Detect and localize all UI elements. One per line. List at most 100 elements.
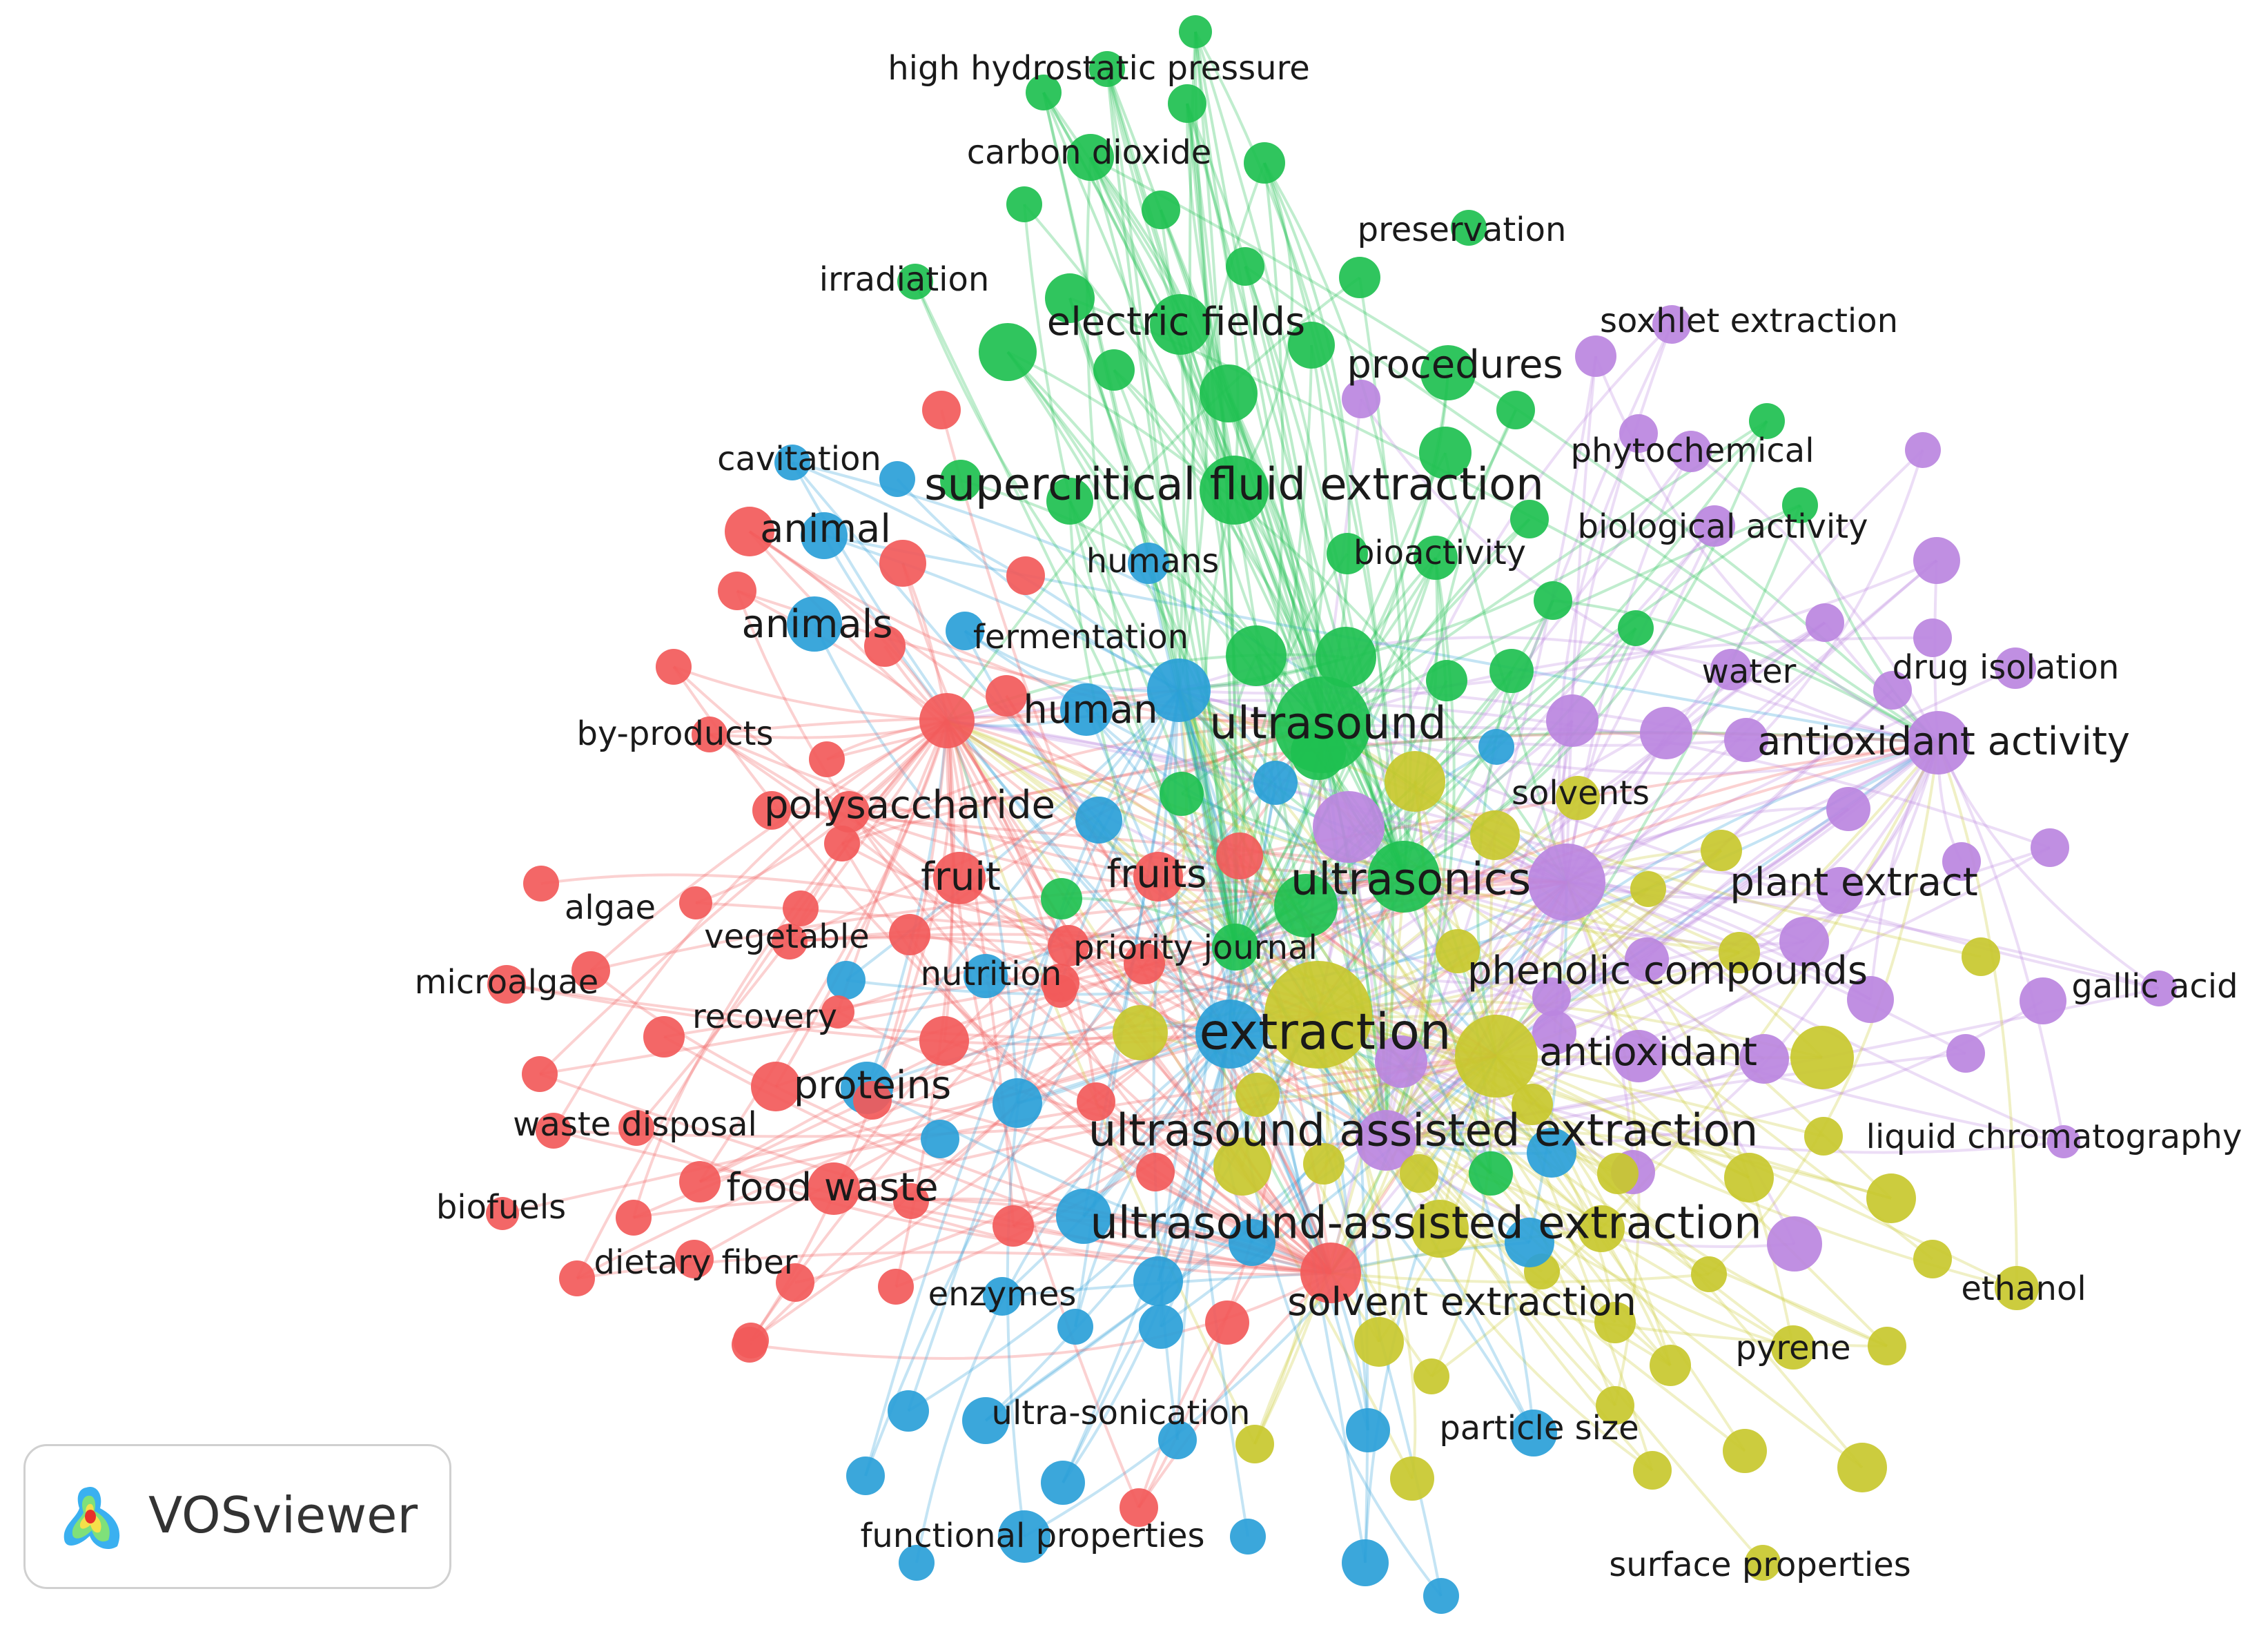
keyword-node [1630,871,1666,907]
keyword-node [616,1200,652,1236]
keyword-node [853,1081,892,1120]
keyword-node [1546,694,1599,747]
network-link [866,720,948,1089]
keyword-node [1701,830,1742,871]
keyword-node [846,1456,885,1495]
network-link [1160,1055,1498,1328]
keyword-node [998,1510,1050,1563]
vosviewer-heatmap-logo-icon [63,1487,120,1550]
keyword-label: human [1023,688,1157,732]
network-link [864,689,1180,1477]
keyword-label: preservation [1358,211,1567,249]
network-link [1089,157,1405,877]
keyword-node [946,612,984,650]
network-link [1042,92,1324,725]
keyword-node [964,954,1008,998]
keyword-label: biofuels [436,1188,566,1227]
network-link [771,723,1323,815]
keyword-node [1451,210,1487,246]
network-link [1106,68,1237,948]
keyword-label: vegetable [704,917,870,956]
keyword-node [783,890,819,926]
network-link [1001,1033,1231,1298]
keyword-node [889,914,930,955]
network-link [794,1013,1320,1284]
network-link [1385,355,1597,1141]
keyword-node [1505,1218,1554,1267]
network-link [632,719,948,1218]
network-link [1317,323,1673,1015]
keyword-node [1866,1173,1916,1223]
keyword-node [1229,1219,1275,1266]
keyword-node [1168,84,1206,123]
keyword-node [776,1263,814,1302]
network-link [837,720,948,1013]
network-link [984,741,1939,1422]
network-link [1708,742,1939,1276]
network-link [1177,690,1492,1175]
network-link [1137,1272,1332,1509]
network-link [1329,719,1574,1274]
network-link [1330,1272,1710,1284]
network-link [1202,489,1237,948]
network-link [946,719,1414,1479]
keyword-label: solvents [1512,774,1650,812]
keyword-node [1139,1305,1183,1349]
network-link [866,1024,1231,1089]
network-link [1385,1058,1765,1142]
network-link [1062,1033,1231,1483]
network-link [943,720,954,1042]
keyword-node [752,791,791,830]
network-link [946,720,1015,1227]
network-link [984,881,1568,1422]
network-link [841,723,1323,845]
keyword-node [559,1260,595,1296]
keyword-node [1745,1545,1781,1581]
keyword-node [1120,1488,1158,1527]
network-link [1186,103,1237,948]
keyword-node [919,1016,969,1066]
keyword-node [1652,305,1691,344]
keyword-node [921,1120,959,1158]
keyword-node [1160,772,1204,816]
keyword-node [1868,1327,1906,1365]
keyword-node [1230,1519,1266,1555]
network-link [1177,324,1186,691]
keyword-node [1226,247,1264,286]
network-link [1565,806,1849,884]
keyword-label: ethanol [1961,1269,2086,1308]
keyword-label: soxhlet extraction [1600,302,1898,340]
keyword-node [1619,414,1658,453]
network-link [1937,742,2160,990]
keyword-node [1041,878,1082,919]
network-link [1068,500,1320,1015]
network-link [1318,730,1939,754]
keyword-node [1354,1317,1404,1367]
network-link [866,689,1180,1089]
network-labels: high hydrostatic pressure carbon dioxide p… [415,49,2242,1584]
network-link [1318,1000,1823,1059]
keyword-node [1133,852,1183,902]
keyword-label: cavitation [717,440,881,478]
network-link [749,1272,1331,1360]
keyword-node [1390,1456,1434,1501]
keyword-node [1339,257,1380,298]
network-link [1317,1014,1417,1479]
keyword-label: gallic acid [2071,967,2238,1006]
keyword-node [1489,649,1534,693]
network-link [1234,557,1437,948]
keyword-node [1779,917,1829,966]
network-link [1005,694,1231,1035]
network-link [1095,946,1237,1103]
keyword-node [1093,349,1135,391]
keyword-label: enzymes [928,1275,1077,1314]
vosviewer-badge: VOSviewer [23,1444,451,1589]
network-link [1083,1215,1331,1274]
keyword-node [993,1078,1042,1128]
network-link [1221,946,1253,1243]
keyword-node [487,965,526,1004]
keyword-node [2047,1125,2080,1158]
keyword-node [1597,1153,1639,1194]
network-link [1565,881,1796,1245]
keyword-node [1512,1084,1553,1125]
